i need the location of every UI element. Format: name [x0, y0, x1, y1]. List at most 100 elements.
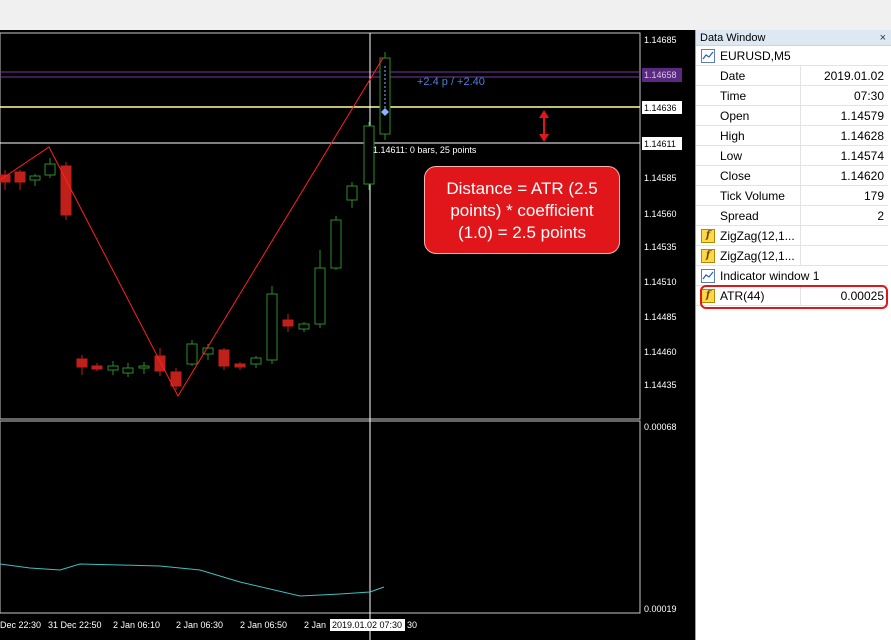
measure-marker	[381, 108, 389, 116]
candle-body	[346, 185, 358, 201]
candle-body	[29, 175, 41, 181]
data-row-value: 2	[877, 209, 884, 223]
chart-icon	[701, 269, 715, 283]
price-label: 1.14485	[644, 312, 677, 322]
time-label: 2 Jan 06:10	[113, 620, 160, 630]
candle-body	[170, 371, 182, 387]
price-label: 1.14510	[644, 277, 677, 287]
price-label: 1.14611	[644, 139, 676, 149]
data-row-value: 179	[863, 189, 884, 203]
data-row-label: Tick Volume	[720, 189, 785, 203]
time-label: 2 Jan 06:50	[240, 620, 287, 630]
symbol-label: EURUSD,M5	[720, 49, 791, 63]
price-label: 1.14658	[644, 70, 677, 80]
atr-row[interactable]: f ATR(44) 0.00025	[696, 286, 888, 306]
candle-body	[363, 125, 375, 185]
indicator-label: ZigZag(12,1...	[720, 229, 795, 243]
data-row-label: Time	[720, 89, 747, 103]
candle-body	[76, 358, 88, 368]
callout-line: Distance = ATR (2.5	[446, 179, 598, 198]
indicator-label: 0.00019	[644, 604, 677, 614]
crosshair-info: 1.14611: 0 bars, 25 points	[373, 145, 477, 155]
data-row-label: Spread	[720, 209, 759, 223]
indicator-label: ZigZag(12,1...	[720, 249, 795, 263]
data-row-label: High	[720, 129, 745, 143]
candle-body	[44, 163, 56, 176]
data-row-value: 1.14574	[840, 149, 884, 163]
column-divider	[800, 186, 801, 206]
column-divider	[800, 126, 801, 146]
data-row-open[interactable]: Open 1.14579	[696, 106, 888, 126]
time-label: 2019.01.02 07:30	[332, 620, 402, 630]
data-window-header: Data Window ×	[696, 30, 891, 46]
indicator-frame	[0, 420, 641, 614]
indicator-window-row[interactable]: Indicator window 1	[696, 266, 888, 286]
symbol-row[interactable]: EURUSD,M5	[696, 46, 888, 66]
data-row-value: 1.14579	[840, 109, 884, 123]
price-label: 1.14685	[644, 35, 677, 45]
data-row-high[interactable]: High 1.14628	[696, 126, 888, 146]
data-row-date[interactable]: Date 2019.01.02	[696, 66, 888, 86]
data-row-value: 2019.01.02	[823, 69, 884, 83]
chart-icon	[701, 49, 715, 63]
toolbar-strip	[0, 0, 891, 30]
candle-body	[138, 365, 150, 369]
arrow-head-up	[539, 110, 549, 118]
data-row-tick-volume[interactable]: Tick Volume 179	[696, 186, 888, 206]
column-divider	[800, 166, 801, 186]
candle-body	[298, 323, 310, 330]
price-tag-cursor	[642, 137, 682, 150]
price-label: 1.14560	[644, 209, 677, 219]
time-tag-cursor	[330, 619, 405, 631]
price-label: 1.14460	[644, 347, 677, 357]
price-tag-yellow	[642, 101, 682, 114]
time-label: 2 Jan 06:30	[176, 620, 223, 630]
candle-body	[202, 347, 214, 355]
close-icon[interactable]: ×	[879, 32, 886, 44]
candle-body	[330, 219, 342, 269]
data-row-label: Open	[720, 109, 750, 123]
atr-label: ATR(44)	[720, 289, 765, 303]
column-divider	[800, 146, 801, 166]
callout-line: points) * coefficient	[450, 201, 594, 220]
price-chart[interactable]: +2.4 p / +2.40 1.14611: 0 bars, 25 point…	[0, 30, 695, 640]
candle-body	[266, 293, 278, 361]
data-row-spread[interactable]: Spread 2	[696, 206, 888, 226]
indicator-row-zigzag[interactable]: f ZigZag(12,1...	[696, 246, 888, 266]
column-divider	[800, 286, 801, 306]
candle-body	[250, 357, 262, 365]
time-label: Dec 22:30	[0, 620, 41, 630]
candle-body	[186, 343, 198, 365]
zigzag-line	[0, 57, 384, 398]
candle-body	[122, 367, 134, 374]
indicator-icon: f	[701, 229, 715, 243]
column-divider	[800, 86, 801, 106]
arrow-head-down	[539, 134, 549, 142]
main-chart-frame	[0, 32, 641, 420]
time-axis: Dec 22:30 31 Dec 22:50 2 Jan 06:10 2 Jan…	[0, 619, 417, 631]
indicator-icon: f	[701, 249, 715, 263]
data-row-low[interactable]: Low 1.14574	[696, 146, 888, 166]
data-row-label: Close	[720, 169, 751, 183]
candle-body	[218, 349, 230, 367]
candle-body	[14, 171, 26, 183]
atr-highlight-box	[700, 285, 888, 309]
data-row-value: 1.14620	[840, 169, 884, 183]
candles-group	[0, 52, 391, 390]
data-window: Data Window × EURUSD,M5 Date 2019.01.02 Ti…	[695, 30, 891, 640]
data-row-time[interactable]: Time 07:30	[696, 86, 888, 106]
candle-body	[0, 174, 11, 183]
data-window-title: Data Window	[700, 32, 766, 44]
column-divider	[800, 246, 801, 266]
candle-body	[314, 267, 326, 325]
data-row-close[interactable]: Close 1.14620	[696, 166, 888, 186]
price-label: 1.14435	[644, 380, 677, 390]
price-axis: 1.14685 1.14658 1.14636 1.14611 1.14585 …	[642, 35, 682, 614]
candle-body	[154, 355, 166, 372]
time-label: 2 Jan	[304, 620, 326, 630]
indicator-row-zigzag[interactable]: f ZigZag(12,1...	[696, 226, 888, 246]
time-label: 30	[407, 620, 417, 630]
candle-body	[91, 365, 103, 370]
price-label: 1.14535	[644, 242, 677, 252]
